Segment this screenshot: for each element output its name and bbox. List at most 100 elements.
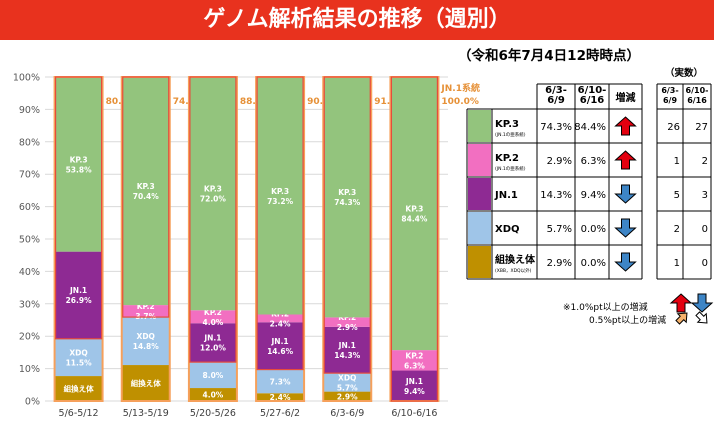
count-col1: 2	[674, 224, 680, 235]
count-col2: 0	[702, 258, 708, 269]
table-variant-name: XDQ	[495, 224, 520, 235]
table-variant-name: JN.1	[494, 190, 518, 201]
table-value-col1: 5.7%	[547, 224, 572, 235]
bar-segment	[121, 317, 170, 366]
arrow-down-icon	[614, 218, 637, 238]
x-tick-label: 5/27-6/2	[260, 408, 300, 419]
table-value-col2: 0.0%	[581, 258, 606, 269]
bar-label: 2.9%	[337, 392, 358, 401]
table-value-col1: 74.3%	[540, 122, 572, 133]
counts-header-col2: 6/10-6/16	[686, 86, 709, 105]
bar-segment	[390, 350, 439, 371]
counts-title: （実数）	[665, 67, 703, 79]
y-tick-label: 60%	[19, 202, 40, 213]
bar-label: JN.1 14.3%	[334, 341, 361, 360]
y-tick-label: 70%	[19, 170, 40, 181]
bar-segment	[121, 365, 170, 401]
y-tick-label: 50%	[19, 235, 40, 246]
bar-label: KP.3 72.0%	[200, 185, 227, 204]
bar-label: KP.3 84.4%	[401, 204, 428, 223]
jn1-lineage-outline	[323, 76, 371, 374]
table-variant-sub: (JN.1の亜系統)	[495, 165, 526, 172]
page-title: ゲノム解析結果の推移（週別）	[203, 7, 511, 32]
bar-label: 組換え体	[131, 378, 161, 388]
jn1-lineage-label: JN.1系統	[440, 82, 480, 94]
legend-arrow-down-icon	[690, 293, 714, 313]
arrow-down-icon	[614, 184, 637, 204]
bar-label: KP.3 73.2%	[267, 187, 294, 206]
bar-segment	[54, 77, 103, 252]
jn1-lineage-outline	[256, 76, 304, 371]
table-value-col2: 6.3%	[581, 156, 606, 167]
bar-segment	[121, 77, 170, 306]
jn1-lineage-outline	[122, 76, 170, 318]
bar-segment	[323, 373, 372, 392]
bar-segment	[323, 391, 372, 401]
count-col2: 27	[695, 122, 708, 133]
legend-arrow-up-icon	[669, 293, 693, 313]
x-tick-label: 5/20-5/26	[190, 408, 236, 419]
table-variant-sub: (XBB，XDQ以外)	[495, 267, 532, 274]
count-col2: 2	[702, 156, 708, 167]
table-variant-name: KP.2	[495, 153, 519, 164]
bar-segment	[256, 322, 305, 370]
count-col1: 1	[674, 258, 680, 269]
bar-label: XDQ 5.7%	[337, 373, 358, 392]
count-col1: 5	[674, 190, 680, 201]
arrow-up-icon	[614, 116, 637, 136]
table-value-col2: 84.4%	[574, 122, 606, 133]
table-color-swatch	[468, 110, 491, 142]
table-value-col1: 2.9%	[547, 258, 572, 269]
count-col1: 1	[674, 156, 680, 167]
bar-segment	[256, 314, 305, 323]
count-col2: 3	[702, 190, 708, 201]
y-tick-label: 10%	[19, 364, 40, 375]
table-value-col1: 14.3%	[540, 190, 572, 201]
legend-note-1pt: ※1.0%pt以上の増減	[563, 303, 648, 313]
arrow-up-icon	[614, 150, 637, 170]
bar-label: JN.1 14.6%	[267, 337, 294, 356]
bar-label: 4.0%	[203, 391, 224, 400]
table-value-col2: 0.0%	[581, 224, 606, 235]
bar-label: JN.1 12.0%	[200, 334, 227, 353]
title-banner: ゲノム解析結果の推移（週別）	[0, 0, 714, 40]
y-tick-label: 30%	[19, 299, 40, 310]
bar-segment	[256, 77, 305, 315]
counts-header-col1: 6/3-6/9	[661, 86, 678, 105]
bar-segment	[323, 317, 372, 327]
bar-segment	[256, 393, 305, 401]
bar-label: 2.4%	[270, 393, 291, 402]
bar-label: KP.3 53.8%	[66, 155, 93, 174]
bar-segment	[323, 326, 372, 374]
bar-label: JN.1 26.9%	[66, 286, 93, 305]
bar-label: KP.3 70.4%	[133, 182, 160, 201]
table-color-swatch	[468, 246, 491, 278]
bar-segment	[188, 323, 237, 363]
table-color-swatch	[468, 178, 491, 210]
table-header-col2: 6/10-6/16	[578, 85, 607, 106]
bar-label: KP.3 74.3%	[334, 188, 361, 207]
x-tick-label: 5/6-5/12	[59, 408, 99, 419]
bar-segment	[188, 77, 237, 311]
bar-label: KP.2 4.0%	[203, 308, 224, 327]
x-tick-label: 6/3-6/9	[330, 408, 364, 419]
bar-segment	[54, 376, 103, 401]
count-col2: 0	[702, 224, 708, 235]
x-tick-label: 5/13-5/19	[123, 408, 169, 419]
table-header-col1: 6/3-6/9	[545, 85, 567, 106]
bar-label: 組換え体	[64, 384, 94, 394]
arrow-down-icon	[614, 252, 637, 272]
table-header-change: 増減	[616, 91, 636, 104]
bar-label: XDQ 11.5%	[66, 348, 93, 367]
legend-diag-up-icon	[675, 312, 688, 325]
y-tick-label: 0%	[25, 397, 40, 408]
table-color-swatch	[468, 212, 491, 244]
table-value-col2: 9.4%	[581, 190, 606, 201]
jn1-lineage-outline	[189, 76, 237, 363]
bar-segment	[390, 76, 439, 351]
bar-label: 8.0%	[203, 371, 224, 380]
legend-diag-down-icon	[695, 311, 708, 324]
bar-segment	[323, 76, 372, 318]
jn1-lineage-value: 100.0%	[441, 97, 479, 107]
